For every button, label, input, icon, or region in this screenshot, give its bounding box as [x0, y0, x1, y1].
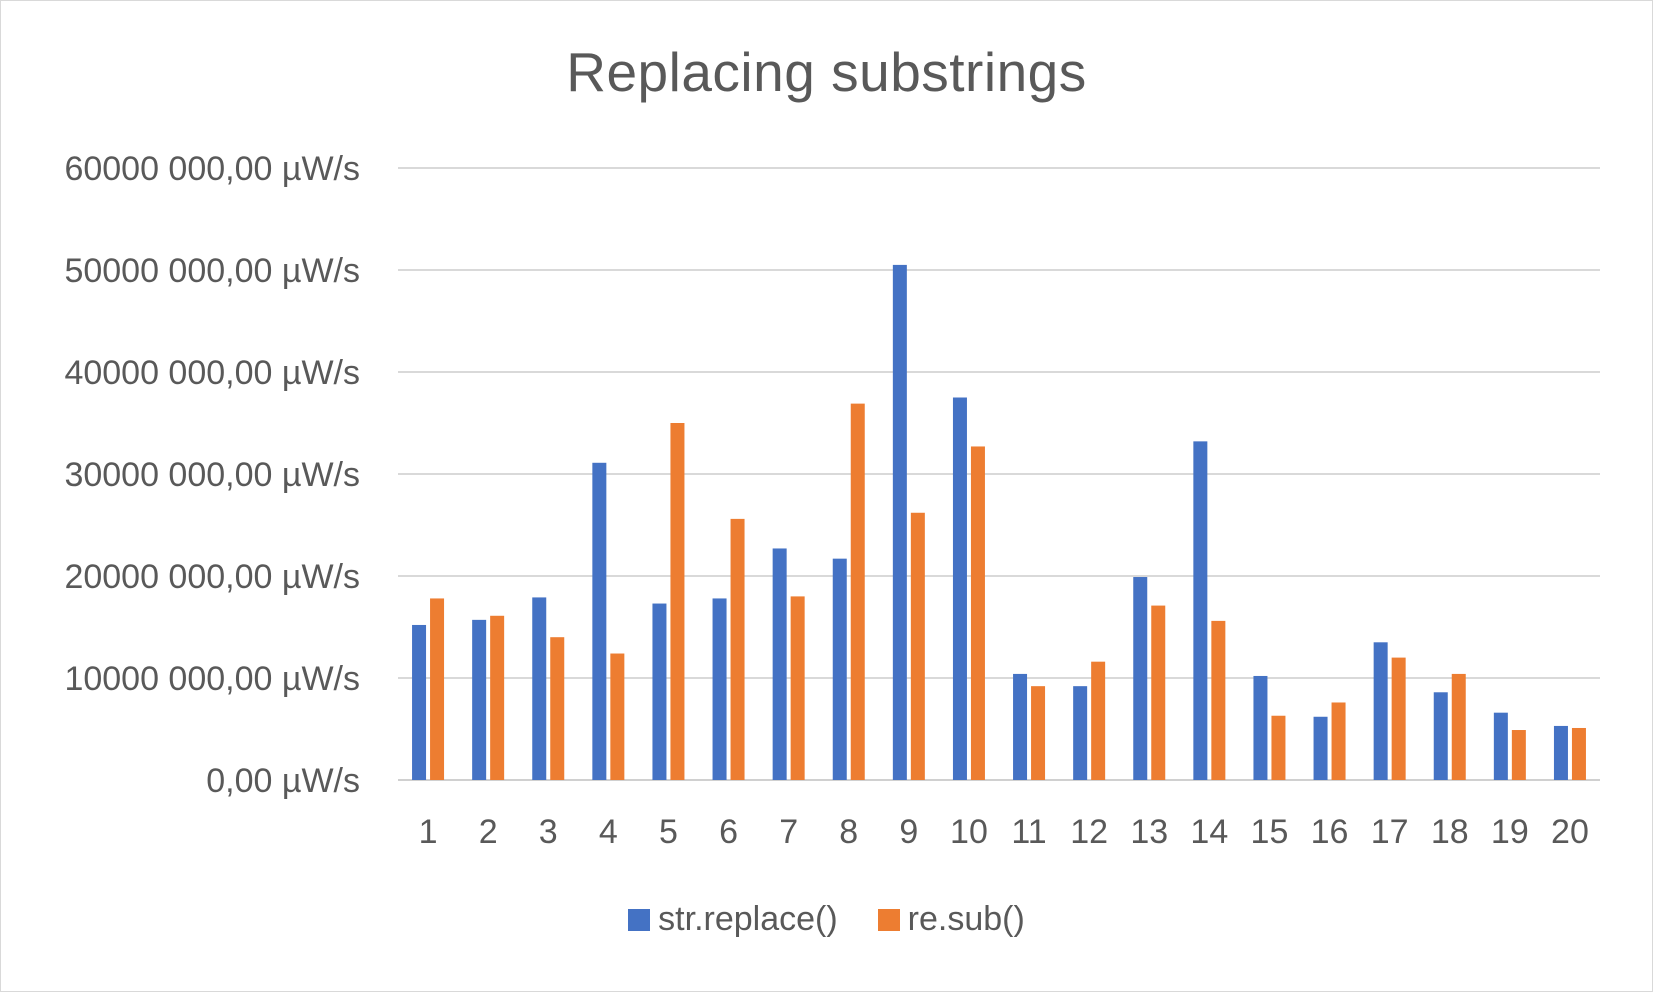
bar-str-replace-2[interactable] [472, 619, 487, 780]
bar-str-replace-19[interactable] [1493, 712, 1508, 780]
x-tick-label: 15 [1251, 813, 1289, 851]
x-tick-label: 3 [539, 813, 558, 851]
x-tick-label: 7 [779, 813, 798, 851]
bar-str-replace-1[interactable] [412, 624, 427, 780]
bar-re-sub-20[interactable] [1571, 727, 1586, 780]
legend-item-re-sub[interactable]: re.sub() [877, 900, 1025, 939]
bar-re-sub-17[interactable] [1391, 657, 1406, 780]
bar-str-replace-6[interactable] [712, 598, 727, 780]
y-tick-label: 50000 000,00 µW/s [64, 252, 360, 290]
bar-re-sub-16[interactable] [1331, 702, 1346, 780]
x-tick-label: 17 [1371, 813, 1409, 851]
bar-str-replace-10[interactable] [952, 397, 967, 781]
x-tick-label: 13 [1130, 813, 1168, 851]
bar-str-replace-16[interactable] [1313, 716, 1328, 780]
bar-re-sub-7[interactable] [790, 596, 805, 780]
x-tick-label: 14 [1190, 813, 1228, 851]
bar-re-sub-10[interactable] [970, 446, 985, 780]
legend: str.replace() re.sub() [0, 900, 1653, 939]
y-tick-label: 40000 000,00 µW/s [64, 354, 360, 392]
bar-re-sub-14[interactable] [1211, 620, 1226, 780]
bar-str-replace-17[interactable] [1373, 642, 1388, 780]
bar-re-sub-15[interactable] [1271, 715, 1286, 780]
bar-str-replace-3[interactable] [532, 597, 547, 780]
gridlines [398, 167, 1600, 781]
bar-str-replace-13[interactable] [1133, 577, 1148, 780]
legend-item-str-replace[interactable]: str.replace() [628, 900, 838, 939]
x-tick-label: 5 [659, 813, 678, 851]
y-tick-label: 0,00 µW/s [206, 762, 360, 800]
x-axis-tick-labels: 1 2 3 4 5 6 7 8 9 10 11 12 13 14 15 16 17 18 19 20 [419, 813, 1589, 851]
y-axis-tick-labels: 0,00 µW/s 10000 000,00 µW/s 20000 000,00 µ… [64, 150, 360, 800]
bar-re-sub-4[interactable] [610, 653, 625, 780]
bar-str-replace-11[interactable] [1013, 673, 1028, 780]
bar-re-sub-3[interactable] [550, 637, 565, 780]
y-tick-label: 20000 000,00 µW/s [64, 558, 360, 596]
legend-swatch-str-replace [628, 908, 651, 931]
legend-label-str-replace: str.replace() [658, 900, 838, 938]
x-tick-label: 8 [839, 813, 858, 851]
bar-re-sub-13[interactable] [1151, 605, 1166, 780]
x-tick-label: 1 [419, 813, 438, 851]
bar-re-sub-18[interactable] [1451, 673, 1466, 780]
bar-str-replace-5[interactable] [652, 603, 667, 780]
bar-re-sub-1[interactable] [430, 598, 445, 780]
x-tick-label: 16 [1311, 813, 1349, 851]
bar-str-replace-18[interactable] [1433, 692, 1448, 780]
bar-re-sub-9[interactable] [910, 512, 925, 780]
x-tick-label: 20 [1551, 813, 1589, 851]
legend-swatch-re-sub [877, 908, 900, 931]
x-tick-label: 6 [719, 813, 738, 851]
legend-label-re-sub: re.sub() [907, 900, 1025, 938]
y-tick-label: 10000 000,00 µW/s [64, 660, 360, 698]
bar-re-sub-19[interactable] [1511, 730, 1526, 780]
y-tick-label: 60000 000,00 µW/s [64, 150, 360, 188]
bar-re-sub-5[interactable] [670, 423, 685, 780]
bar-str-replace-15[interactable] [1253, 675, 1268, 780]
x-tick-label: 18 [1431, 813, 1469, 851]
bar-str-replace-9[interactable] [892, 264, 907, 780]
bar-re-sub-2[interactable] [490, 615, 505, 780]
bars [412, 264, 1586, 781]
bar-str-replace-12[interactable] [1073, 686, 1088, 780]
x-tick-label: 12 [1070, 813, 1108, 851]
x-tick-label: 4 [599, 813, 618, 851]
bar-str-replace-20[interactable] [1553, 725, 1568, 780]
bar-str-replace-14[interactable] [1193, 441, 1208, 780]
bar-re-sub-8[interactable] [850, 403, 865, 780]
x-tick-label: 9 [899, 813, 918, 851]
bar-re-sub-11[interactable] [1031, 686, 1046, 780]
y-tick-label: 30000 000,00 µW/s [64, 456, 360, 494]
x-tick-label: 11 [1011, 813, 1046, 851]
bar-str-replace-7[interactable] [772, 548, 787, 780]
bar-re-sub-6[interactable] [730, 518, 745, 780]
bar-str-replace-8[interactable] [832, 558, 847, 780]
chart-title: Replacing substrings [566, 41, 1087, 103]
x-tick-label: 19 [1491, 813, 1529, 851]
bar-re-sub-12[interactable] [1091, 661, 1106, 780]
x-tick-label: 2 [479, 813, 498, 851]
bar-str-replace-4[interactable] [592, 462, 607, 780]
x-tick-label: 10 [950, 813, 988, 851]
